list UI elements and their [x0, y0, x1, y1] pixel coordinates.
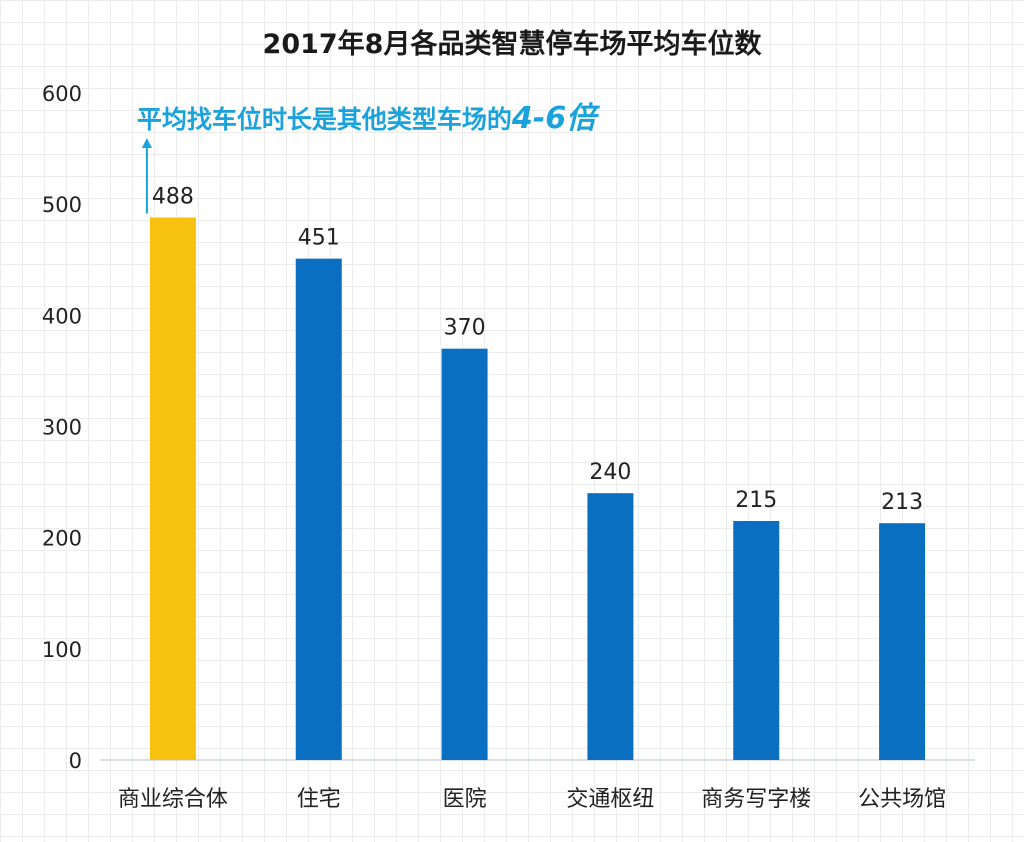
x-axis: 商业综合体 住宅 医院 交通枢纽 商务写字楼 公共场馆	[118, 787, 946, 812]
bar	[879, 523, 926, 760]
bar	[149, 217, 196, 761]
y-axis: 0 100 200 300 400 500 600	[42, 82, 82, 773]
annotation-main-text: 平均找车位时长是其他类型车场的	[137, 105, 512, 134]
x-tick-label: 商务写字楼	[701, 787, 811, 812]
bar-value-label: 488	[152, 185, 194, 210]
y-tick-label: 0	[69, 749, 82, 773]
x-tick-label: 公共场馆	[858, 787, 946, 812]
y-tick-label: 300	[42, 416, 82, 440]
bar-value-label: 213	[881, 490, 923, 515]
x-tick-label: 医院	[443, 787, 487, 812]
bar	[587, 493, 634, 760]
x-tick-label: 交通枢纽	[566, 787, 654, 812]
bar-value-label: 215	[735, 488, 777, 513]
chart-title: 2017年8月各品类智慧停车场平均车位数	[263, 28, 763, 60]
bar	[295, 258, 342, 760]
bar-value-label: 240	[589, 460, 631, 485]
bar	[441, 348, 488, 760]
bar-value-label: 451	[298, 226, 340, 251]
y-tick-label: 600	[42, 82, 82, 106]
x-tick-label: 商业综合体	[118, 787, 228, 812]
x-tick-label: 住宅	[297, 787, 341, 812]
annotation-text: 平均找车位时长是其他类型车场的4-6倍	[137, 101, 600, 136]
bar	[733, 520, 780, 760]
bar-value-label: 370	[444, 316, 486, 341]
annotation: 平均找车位时长是其他类型车场的4-6倍	[137, 101, 600, 214]
y-tick-label: 400	[42, 304, 82, 328]
y-tick-label: 100	[42, 638, 82, 662]
annotation-emphasis: 4-6倍	[511, 101, 600, 136]
value-labels: 488 451 370 240 215 213	[152, 185, 923, 516]
bars	[149, 217, 926, 761]
y-tick-label: 200	[42, 527, 82, 551]
y-tick-label: 500	[42, 193, 82, 217]
annotation-arrow-head	[141, 138, 152, 148]
